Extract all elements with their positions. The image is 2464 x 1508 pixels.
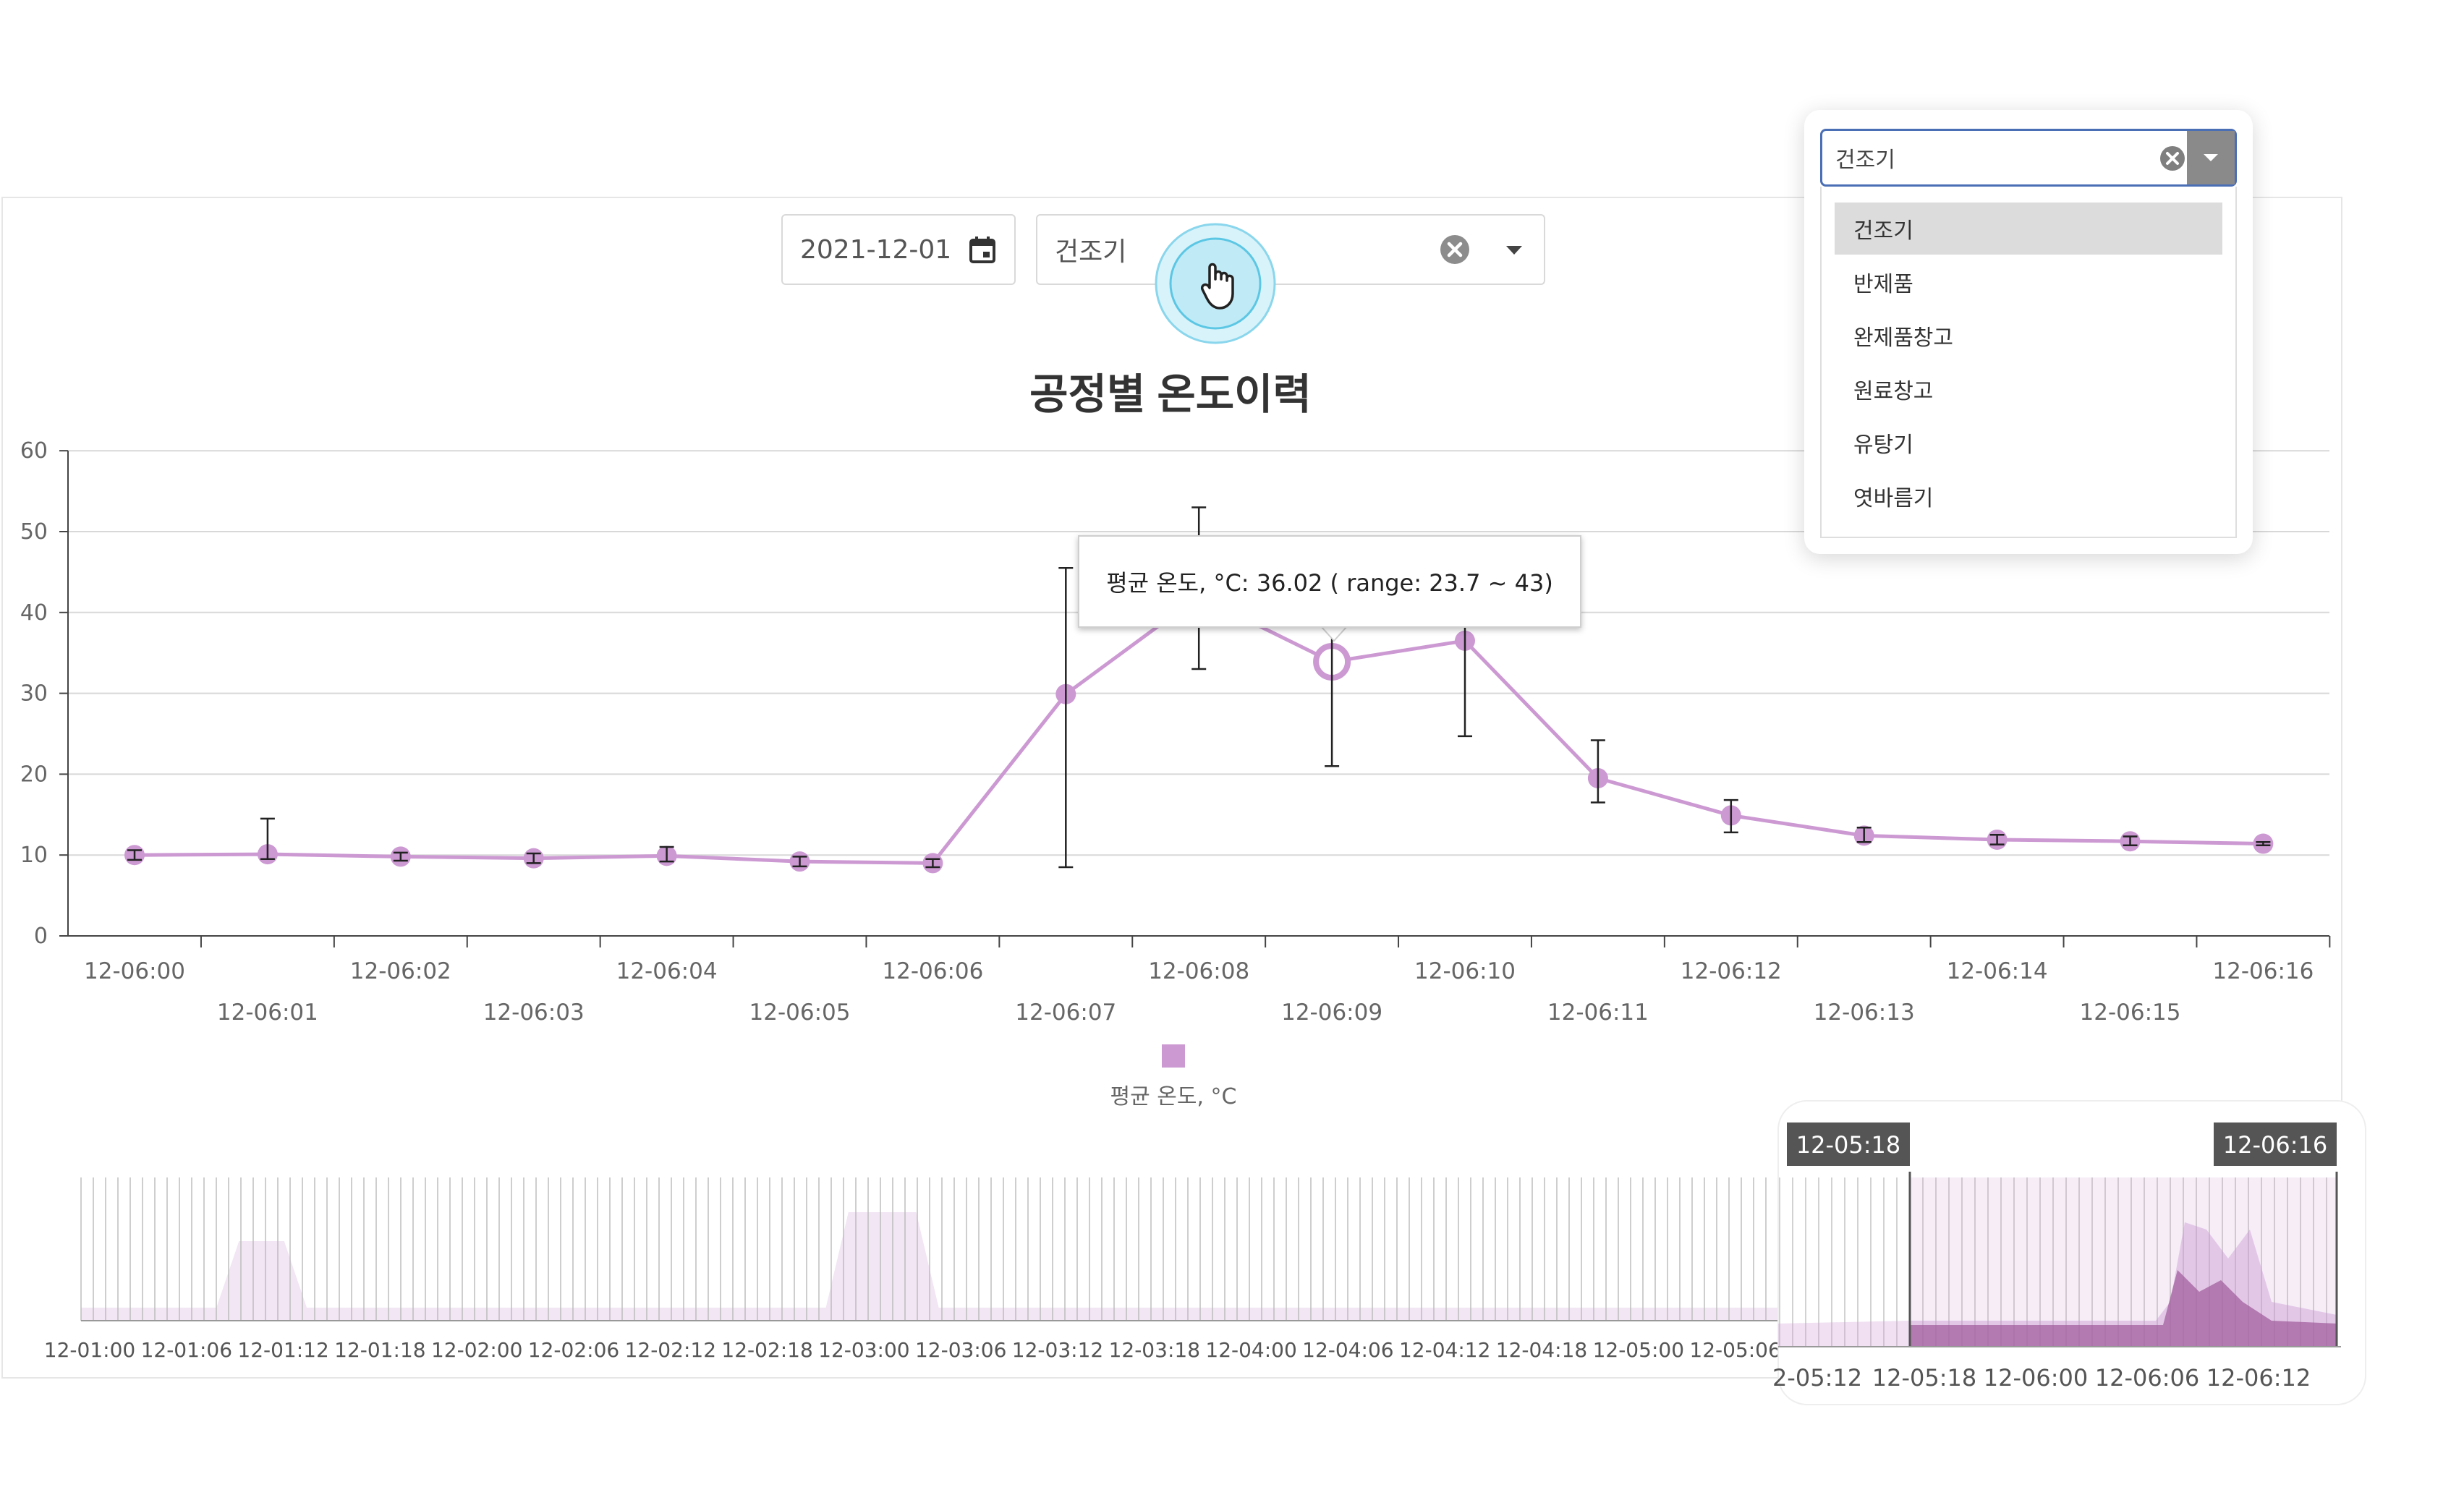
error-bar [1058,567,1074,869]
x-tick-label: 12-06:09 [1281,1000,1382,1026]
dropdown-option[interactable]: 완제품창고 [1853,325,1953,351]
x-tick-label: 12-06:02 [350,958,451,984]
navigator-zoom-tick-label: 12-06:12 [2206,1364,2311,1392]
dropdown-option[interactable]: 반제품 [1853,272,1913,297]
error-bar [260,817,275,861]
x-tick-label: 12-06:14 [1947,958,2048,984]
x-tick-label: 12-06:11 [1547,1000,1649,1026]
x-tick-label: 12-06:10 [1414,958,1516,984]
navigator-tick-label: 12-03:12 [1012,1338,1103,1362]
error-bar [1989,834,2005,845]
y-tick-label: 0 [34,924,48,949]
error-bar [1723,798,1738,834]
svg-text:12-06:16: 12-06:16 [2223,1131,2327,1159]
error-bar [2256,841,2271,847]
navigator-tick-label: 12-02:12 [625,1338,716,1362]
chevron-down-icon [2204,154,2218,161]
y-tick-label: 40 [20,600,48,626]
x-tick-label: 12-06:16 [2212,958,2314,984]
x-tick-label: 12-06:03 [483,1000,585,1026]
clear-icon[interactable] [1440,234,1470,265]
y-tick-label: 10 [20,843,48,868]
x-tick-label: 12-06:15 [2080,1000,2181,1026]
error-bar [925,858,940,869]
error-bar [1856,826,1872,843]
navigator-zoom-tick-label: 12-06:00 [1984,1364,2088,1392]
navigator-tick-label: 12-02:18 [721,1338,812,1362]
focus-indicator [1155,223,1276,344]
error-bar [2123,835,2138,847]
navigator-tick-label: 12-03:00 [818,1338,909,1362]
calendar-icon[interactable] [967,234,998,266]
navigator-tick-label: 12-05:00 [1593,1338,1684,1362]
navigator-zoom-tick-label: 12-05:18 [1872,1364,1976,1392]
navigator-start-label: 12-05:18 [1787,1123,1910,1166]
navigator-end-label: 12-06:16 [2214,1123,2337,1166]
navigator-tick-label: 12-05:06 [1689,1338,1780,1362]
tooltip: 평균 온도, °C: 36.02 ( range: 23.7 ~ 43) [1078,535,1581,628]
dropdown-input-value: 건조기 [1835,148,1895,173]
navigator-tick-label: 12-04:06 [1302,1338,1393,1362]
navigator[interactable]: 12-01:00 12-01:06 12-01:12 12-01:18 12-02:00… [44,1100,2366,1405]
process-select[interactable]: 건조기 [1036,214,1545,285]
x-tick-label: 12-06:00 [84,958,185,984]
x-tick-label: 12-06:01 [217,1000,318,1026]
dropdown-option[interactable]: 건조기 [1835,203,2222,255]
svg-text:12-05:18: 12-05:18 [1796,1131,1900,1159]
error-bar [526,852,541,864]
navigator-zoom-panel[interactable]: 12-05:18 12-06:162-05:12 12-05:18 12-06:00 1… [1772,1100,2366,1405]
legend-label: 평균 온도, °C [1110,1084,1237,1109]
y-tick-label: 20 [20,762,48,787]
navigator-zoom-tick-label: 12-06:06 [2095,1364,2199,1392]
hand-cursor-icon [1200,263,1234,310]
x-tick-label: 12-06:05 [749,1000,851,1026]
x-tick-label: 12-06:06 [882,958,983,984]
navigator-tick-label: 12-04:18 [1496,1338,1587,1362]
date-input[interactable]: 2021-12-01 [781,214,1016,285]
x-tick-label: 12-06:13 [1814,1000,1915,1026]
process-select-value: 건조기 [1055,237,1127,267]
x-tick-label: 12-06:08 [1148,958,1249,984]
navigator-tick-label: 12-02:06 [528,1338,619,1362]
legend-swatch [1162,1044,1185,1068]
dropdown-option[interactable]: 유탕기 [1853,433,1913,458]
dropdown-search-input[interactable]: 건조기 [1820,129,2237,187]
navigator-tick-label: 12-02:00 [431,1338,522,1362]
x-tick-label: 12-06:12 [1681,958,1782,984]
navigator-tick-label: 12-04:12 [1399,1338,1490,1362]
dropdown-toggle-button[interactable] [2187,131,2235,184]
error-bar [127,849,142,861]
y-tick-label: 60 [20,438,48,464]
navigator-tick-label: 12-01:12 [237,1338,328,1362]
error-bar [1590,739,1605,804]
y-tick-label: 50 [20,519,48,545]
x-tick-label: 12-06:04 [616,958,718,984]
navigator-tick-label: 12-01:06 [141,1338,232,1362]
error-bar [393,851,408,862]
navigator-area [1778,1321,1910,1347]
chart-title: 공정별 온도이력 [1029,371,1312,418]
tooltip-text: 평균 온도, °C: 36.02 ( range: 23.7 ~ 43) [1106,569,1553,597]
navigator-tick-label: 12-01:18 [334,1338,425,1362]
error-bar [792,856,807,868]
navigator-tick-label: 12-01:00 [44,1338,135,1362]
x-tick-label: 12-06:07 [1015,1000,1116,1026]
navigator-tick-label: 12-03:18 [1109,1338,1200,1362]
chevron-down-icon[interactable] [1503,243,1525,257]
navigator-tick-label: 12-03:06 [915,1338,1006,1362]
dropdown-option[interactable]: 원료창고 [1853,379,1934,404]
navigator-selected-area-dark [1910,1270,2337,1347]
navigator-tick-label: 12-04:00 [1205,1338,1296,1362]
dropdown-option[interactable]: 엿바름기 [1853,486,1934,511]
navigator-zoom-tick-label: 2-05:12 [1772,1364,1862,1392]
legend[interactable]: 평균 온도, °C [1110,1044,1237,1109]
error-bar [659,845,674,863]
clear-icon[interactable] [2159,145,2185,171]
y-tick-label: 30 [20,681,48,707]
date-value: 2021-12-01 [800,234,952,265]
